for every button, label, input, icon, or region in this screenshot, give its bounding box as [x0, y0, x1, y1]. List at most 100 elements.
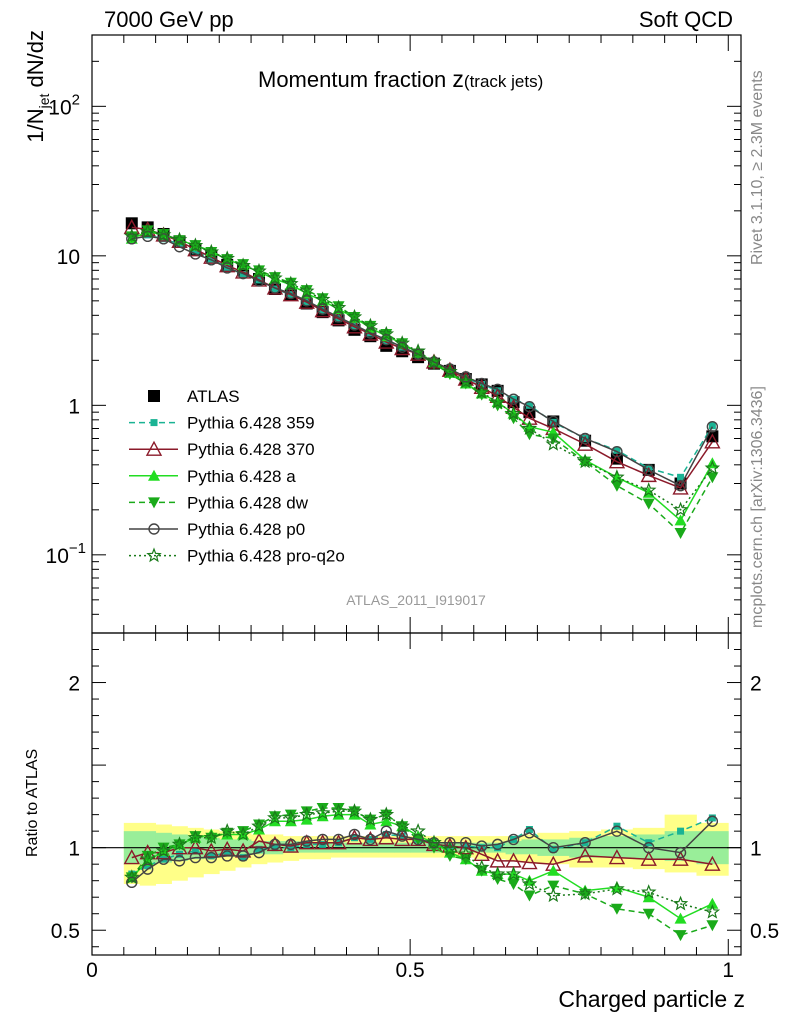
data-point: [282, 286, 300, 302]
ratio-data-point: [489, 865, 506, 881]
ratio-data-point: [219, 823, 235, 838]
ratio-data-point: [523, 890, 536, 902]
legend-entry: Pythia 6.428 359: [129, 414, 315, 433]
data-point: [642, 498, 655, 510]
ratio-data-point: [505, 865, 522, 881]
data-point: [187, 237, 204, 253]
ratio-data-point: [251, 818, 267, 833]
data-point: [576, 435, 594, 451]
data-point: [362, 325, 379, 341]
plot-title-sub: (track jets): [464, 72, 543, 91]
legend-marker: [148, 497, 160, 509]
legend-label: ATLAS: [187, 387, 240, 406]
series-pythia-6-428-pro-q2o: [124, 223, 721, 517]
header-right-label: Soft QCD: [639, 7, 733, 32]
ratio-data-point: [141, 850, 154, 862]
ratio-data-point: [410, 823, 426, 838]
data-point: [221, 262, 233, 274]
legend-label: Pythia 6.428 359: [187, 414, 315, 433]
ratio-y-axis-label: Ratio to ATLAS: [24, 749, 41, 857]
data-point: [523, 400, 536, 413]
data-point: [525, 401, 533, 409]
ratio-series-line: [131, 807, 713, 937]
ratio-data-point: [316, 833, 329, 846]
ratio-data-point: [271, 844, 279, 852]
ratio-data-point: [640, 850, 657, 866]
data-point: [266, 279, 284, 295]
ratio-data-point: [458, 846, 474, 861]
ratio-data-point: [642, 908, 655, 920]
ratio-data-point: [299, 806, 315, 822]
ratio-data-point: [221, 850, 233, 862]
ratio-data-point: [442, 841, 458, 856]
ratio-data-point: [491, 838, 504, 851]
data-point: [173, 241, 186, 253]
ratio-data-point: [235, 826, 251, 842]
ratio-y-tick-label-right: 1: [750, 838, 762, 861]
ratio-data-point: [187, 829, 204, 845]
ratio-data-point: [609, 880, 625, 896]
data-point: [314, 291, 331, 307]
data-point: [579, 432, 591, 445]
data-point: [380, 333, 392, 346]
data-point: [674, 480, 687, 492]
legend-marker: [145, 440, 163, 456]
ratio-data-point: [124, 869, 140, 884]
data-point: [672, 479, 689, 495]
ratio-data-point: [674, 846, 687, 859]
data-point: [677, 473, 685, 481]
source-label: mcplots.cern.ch [arXiv:1306.3436]: [749, 386, 766, 628]
data-point: [396, 341, 408, 353]
legend-marker: [148, 390, 160, 402]
ratio-data-point: [547, 864, 560, 876]
main-y-axis-label-sub: jet: [36, 93, 52, 109]
header-left-label: 7000 GeV pp: [104, 7, 234, 32]
ratio-data-point: [507, 833, 520, 846]
main-y-axis-label-part1: 1/N: [23, 108, 48, 142]
data-point: [283, 275, 299, 291]
ratio-data-point: [706, 920, 719, 932]
data-point: [458, 373, 474, 389]
ratio-data-point: [314, 804, 331, 820]
data-point: [426, 353, 442, 369]
ratio-data-point: [396, 830, 408, 842]
x-axis-label: Charged particle z: [558, 986, 745, 1012]
legend-entry: Pythia 6.428 p0: [129, 520, 305, 539]
data-point: [494, 387, 502, 395]
y-tick-label: 1: [68, 395, 80, 418]
ratio-data-point: [674, 912, 687, 924]
legend-label: Pythia 6.428 a: [187, 467, 296, 486]
ratio-data-point: [287, 844, 295, 852]
ratio-data-point: [579, 837, 591, 849]
data-point: [251, 262, 267, 278]
data-point: [643, 464, 655, 476]
ratio-data-point: [253, 846, 265, 859]
y-tick-label-base: 10: [48, 96, 71, 119]
legend-entry: Pythia 6.428 pro-q2o: [129, 547, 345, 566]
data-point: [171, 231, 188, 247]
ratio-data-point: [255, 845, 263, 853]
data-point: [346, 308, 363, 324]
ratio-data-point: [521, 854, 538, 870]
legend-marker: [146, 547, 162, 563]
series-line: [131, 226, 714, 489]
ratio-data-point: [303, 840, 311, 848]
ratio-data-point: [521, 875, 538, 891]
legend-marker: [148, 469, 160, 481]
data-point: [674, 527, 687, 539]
ratio-data-point: [610, 903, 623, 915]
ratio-data-point: [237, 850, 249, 862]
main-y-axis-label-part2: dN/dz: [23, 30, 48, 94]
ratio-data-point: [708, 814, 716, 822]
data-point: [640, 466, 657, 483]
ratio-data-point: [507, 878, 520, 890]
ratio-y-tick-label-right: 2: [750, 673, 762, 696]
data-point: [547, 415, 559, 428]
ratio-y-tick-label: 0.5: [51, 920, 80, 943]
data-point: [253, 265, 266, 277]
plot-title-var: z: [452, 66, 464, 92]
data-point: [316, 293, 329, 305]
y-tick-label: 10: [57, 246, 80, 269]
green-uncertainty-band: [521, 839, 538, 855]
